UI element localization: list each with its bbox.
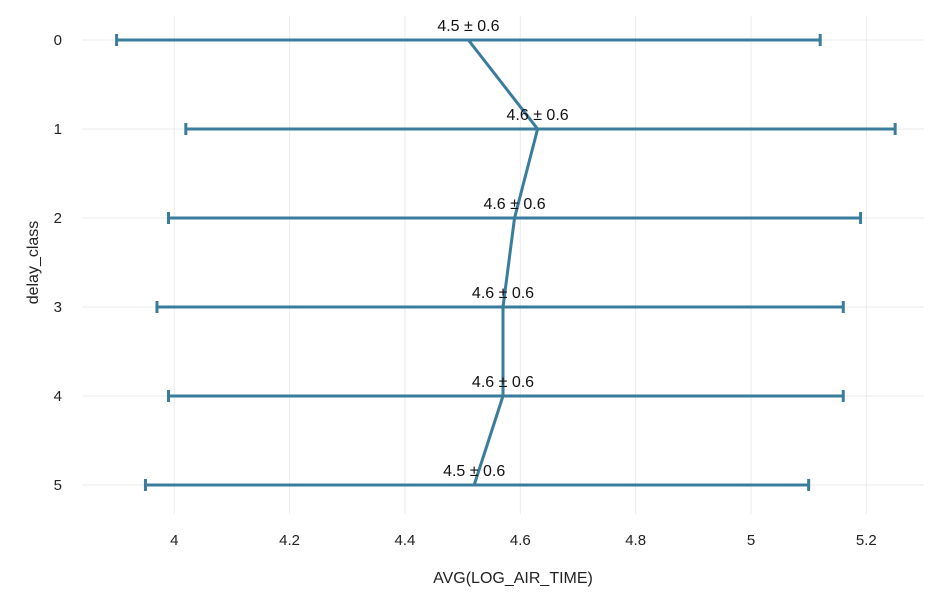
x-axis-title: AVG(LOG_AIR_TIME) xyxy=(433,570,593,587)
x-tick-label: 4.8 xyxy=(625,532,646,549)
x-tick-label: 5 xyxy=(747,532,755,549)
y-tick-label: 3 xyxy=(54,299,62,316)
data-label: 4.6 ± 0.6 xyxy=(483,196,545,213)
y-tick-label: 1 xyxy=(54,121,62,138)
data-label: 4.6 ± 0.6 xyxy=(472,285,534,302)
x-tick-label: 4.4 xyxy=(395,532,416,549)
y-axis-ticks: 0 1 2 3 4 5 xyxy=(54,32,62,494)
grid xyxy=(82,16,924,514)
y-tick-label: 2 xyxy=(54,210,62,227)
y-tick-label: 0 xyxy=(54,32,62,49)
y-axis-title: delay_class xyxy=(25,221,42,305)
data-label: 4.6 ± 0.6 xyxy=(507,107,569,124)
x-tick-label: 4.2 xyxy=(279,532,300,549)
data-label: 4.6 ± 0.6 xyxy=(472,374,534,391)
x-tick-label: 4.6 xyxy=(510,532,531,549)
x-axis-ticks: 4 4.2 4.4 4.6 4.8 5 5.2 xyxy=(170,532,877,549)
data-label: 4.5 ± 0.6 xyxy=(437,18,499,35)
y-tick-label: 5 xyxy=(54,477,62,494)
data-labels: 4.5 ± 0.6 4.6 ± 0.6 4.6 ± 0.6 4.6 ± 0.6 4.6 … xyxy=(437,18,568,480)
data-label: 4.5 ± 0.6 xyxy=(443,463,505,480)
x-tick-label: 4 xyxy=(170,532,178,549)
x-tick-label: 5.2 xyxy=(856,532,877,549)
y-tick-label: 4 xyxy=(54,388,62,405)
series xyxy=(115,34,897,491)
mean-line xyxy=(467,39,540,486)
